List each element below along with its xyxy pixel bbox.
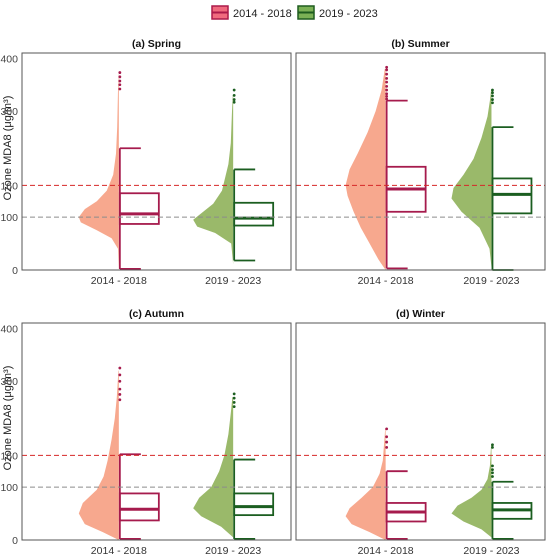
y-axis-label: Ozone MDA8 (μg/m³)	[2, 96, 14, 201]
y-tick-label: 160	[0, 450, 18, 462]
outlier-point	[385, 97, 389, 101]
violin-shape	[78, 74, 119, 270]
panel-title: (a) Spring	[132, 38, 181, 50]
x-tick-label: 2014 - 2018	[358, 275, 414, 287]
outlier-point	[118, 75, 122, 79]
x-tick-label: 2019 - 2023	[205, 275, 261, 287]
panel-title: (d) Winter	[396, 308, 445, 320]
outlier-point	[385, 84, 389, 88]
panel: (d) Winter 2014 - 2018 2019 - 2023	[295, 308, 546, 557]
outlier-point	[491, 443, 494, 447]
panel-title: (b) Summer	[391, 38, 449, 50]
outlier-point	[118, 373, 122, 377]
outlier-point	[118, 387, 122, 391]
outlier-point	[385, 72, 389, 76]
violin-shape	[193, 397, 234, 538]
outlier-point	[385, 427, 389, 431]
panel-border	[21, 322, 292, 541]
outlier-point	[491, 468, 494, 472]
outlier-point	[385, 95, 389, 98]
outlier-point	[385, 92, 389, 96]
outlier-point	[491, 475, 494, 478]
outlier-point	[491, 101, 494, 105]
panel: (a) Spring 0 100 160 300 400 2014 - 2018 2019 -…	[0, 38, 292, 287]
x-tick-label: 2014 - 2018	[358, 545, 414, 557]
outlier-point	[491, 471, 494, 475]
outlier-point	[118, 79, 122, 83]
outlier-point	[118, 398, 122, 402]
outlier-point	[232, 98, 236, 101]
violin-shape	[345, 68, 386, 271]
outlier-point	[385, 445, 389, 449]
outlier-point	[118, 71, 122, 74]
x-tick-label: 2014 - 2018	[91, 275, 147, 287]
outlier-point	[491, 464, 494, 468]
y-tick-label: 300	[0, 106, 18, 118]
outlier-point	[118, 366, 122, 370]
outlier-point	[232, 405, 236, 409]
outlier-point	[385, 435, 389, 439]
outlier-point	[385, 77, 389, 80]
x-tick-label: 2014 - 2018	[91, 545, 147, 557]
outlier-point	[491, 91, 494, 95]
y-tick-label: 100	[0, 482, 18, 494]
outlier-point	[491, 98, 494, 101]
outlier-point	[385, 88, 389, 92]
box	[233, 492, 275, 517]
outlier-point	[118, 83, 122, 87]
outlier-point	[118, 379, 122, 383]
panels: (a) Spring 0 100 160 300 400 2014 - 2018 2019 -…	[0, 38, 546, 557]
panel-border	[21, 52, 292, 271]
box	[118, 492, 160, 522]
outlier-point	[491, 88, 494, 92]
legend-item: 2014 - 2018	[211, 5, 292, 20]
outlier-point	[232, 88, 236, 92]
violin-shape	[193, 95, 234, 265]
outlier-point	[385, 68, 389, 72]
y-tick-label: 160	[0, 180, 18, 192]
x-tick-label: 2019 - 2023	[205, 545, 261, 557]
violin-shape	[451, 90, 492, 268]
outlier-point	[385, 80, 389, 84]
outlier-point	[232, 93, 236, 97]
outlier-point	[491, 94, 494, 98]
x-tick-label: 2019 - 2023	[463, 545, 519, 557]
outlier-point	[232, 100, 236, 104]
outlier-point	[491, 445, 494, 449]
panel: (c) Autumn 0 100 160 300 400 2014 - 2018 2019 -…	[0, 308, 292, 557]
legend-label: 2014 - 2018	[233, 8, 292, 20]
outlier-point	[385, 65, 389, 69]
outlier-point	[232, 392, 236, 396]
x-tick-label: 2019 - 2023	[463, 275, 519, 287]
y-tick-label: 400	[0, 53, 18, 65]
violin-shape	[345, 428, 386, 540]
y-tick-label: 100	[0, 212, 18, 224]
outlier-point	[232, 400, 236, 404]
outlier-point	[232, 396, 236, 400]
panel-border	[295, 322, 546, 541]
legend: 2014 - 2018 2019 - 2023	[211, 5, 378, 20]
y-tick-label: 0	[12, 265, 18, 277]
box	[233, 201, 275, 227]
violin-shape	[78, 370, 119, 540]
outlier-point	[118, 393, 122, 396]
y-axis-label: Ozone MDA8 (μg/m³)	[2, 366, 14, 471]
panel-border	[295, 52, 546, 271]
box	[118, 192, 160, 225]
panel-title: (c) Autumn	[129, 308, 184, 320]
legend-label: 2019 - 2023	[319, 8, 378, 20]
panel: (b) Summer 2014 - 2018 2019 - 2023	[295, 38, 546, 287]
y-tick-label: 300	[0, 376, 18, 388]
y-tick-label: 0	[12, 535, 18, 547]
violin-shape	[451, 444, 492, 538]
outlier-point	[385, 440, 389, 444]
outlier-point	[118, 87, 122, 91]
legend-item: 2019 - 2023	[297, 5, 378, 20]
y-tick-label: 400	[0, 323, 18, 335]
box	[491, 177, 533, 215]
